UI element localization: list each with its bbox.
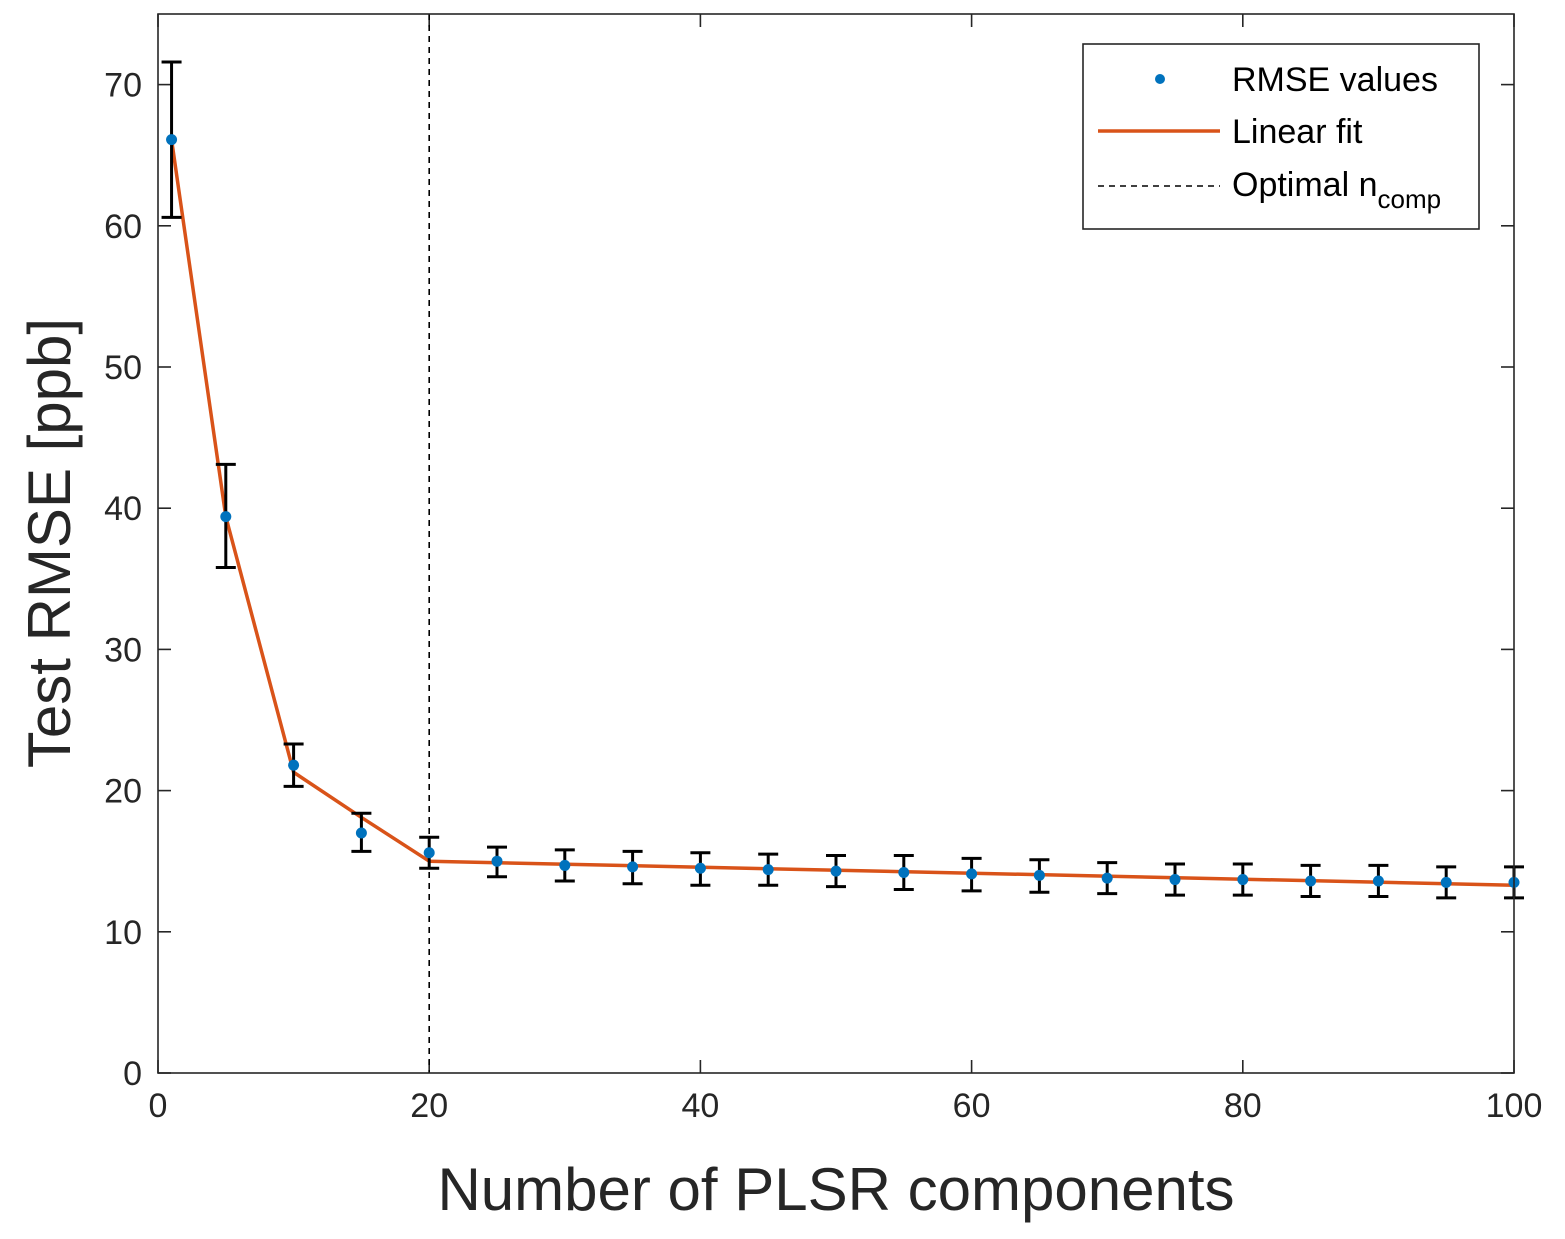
legend-fit-label: Linear fit bbox=[1232, 113, 1363, 151]
rmse-point bbox=[288, 759, 300, 771]
rmse-point bbox=[1305, 875, 1317, 887]
rmse-point bbox=[694, 862, 706, 874]
rmse-point bbox=[966, 868, 978, 880]
legend: RMSE values Linear fit Optimal ncomp bbox=[1082, 43, 1480, 230]
rmse-point bbox=[220, 511, 232, 523]
rmse-point bbox=[166, 134, 178, 146]
rmse-point bbox=[830, 865, 842, 877]
rmse-point bbox=[1101, 872, 1113, 884]
x-tick-label: 80 bbox=[1224, 1087, 1262, 1125]
y-tick-label: 70 bbox=[104, 67, 142, 105]
y-axis-title: Test RMSE [ppb] bbox=[16, 318, 83, 768]
x-tick-label: 20 bbox=[410, 1087, 448, 1125]
legend-rmse-marker bbox=[1155, 74, 1165, 84]
rmse-point bbox=[762, 864, 774, 876]
plot-frame bbox=[157, 13, 1515, 1074]
x-tick-label: 40 bbox=[681, 1087, 719, 1125]
rmse-point bbox=[355, 827, 367, 839]
tick-labels: 0 20 40 60 80 100 0 10 20 30 40 50 60 70 bbox=[104, 67, 1542, 1125]
rmse-point bbox=[1440, 876, 1452, 888]
rmse-points bbox=[166, 134, 1520, 888]
legend-optimal-sub: comp bbox=[1378, 184, 1442, 214]
y-tick-label: 30 bbox=[104, 631, 142, 669]
x-tick-label: 100 bbox=[1486, 1087, 1543, 1125]
legend-box bbox=[1082, 43, 1480, 230]
rmse-point bbox=[1169, 874, 1181, 886]
rmse-point bbox=[423, 847, 435, 859]
rmse-point bbox=[1033, 869, 1045, 881]
rmse-point bbox=[898, 866, 910, 878]
x-axis-title: Number of PLSR components bbox=[437, 1156, 1234, 1223]
y-tick-label: 40 bbox=[104, 490, 142, 528]
linear-fit-line bbox=[169, 139, 1515, 887]
legend-rmse-label: RMSE values bbox=[1232, 61, 1438, 99]
rmse-point bbox=[559, 859, 571, 871]
y-tick-label: 50 bbox=[104, 349, 142, 387]
y-tick-label: 60 bbox=[104, 208, 142, 246]
y-tick-label: 20 bbox=[104, 773, 142, 811]
rmse-point bbox=[1237, 874, 1249, 886]
legend-optimal-label: Optimal ncomp bbox=[1232, 166, 1441, 214]
x-tick-label: 60 bbox=[953, 1087, 991, 1125]
y-tick-label: 10 bbox=[104, 914, 142, 952]
rmse-point bbox=[627, 861, 639, 873]
y-tick-label: 0 bbox=[123, 1055, 142, 1093]
rmse-point bbox=[491, 855, 503, 867]
rmse-point bbox=[1372, 875, 1384, 887]
x-tick-label: 0 bbox=[149, 1087, 168, 1125]
legend-optimal-main: Optimal n bbox=[1232, 166, 1378, 204]
